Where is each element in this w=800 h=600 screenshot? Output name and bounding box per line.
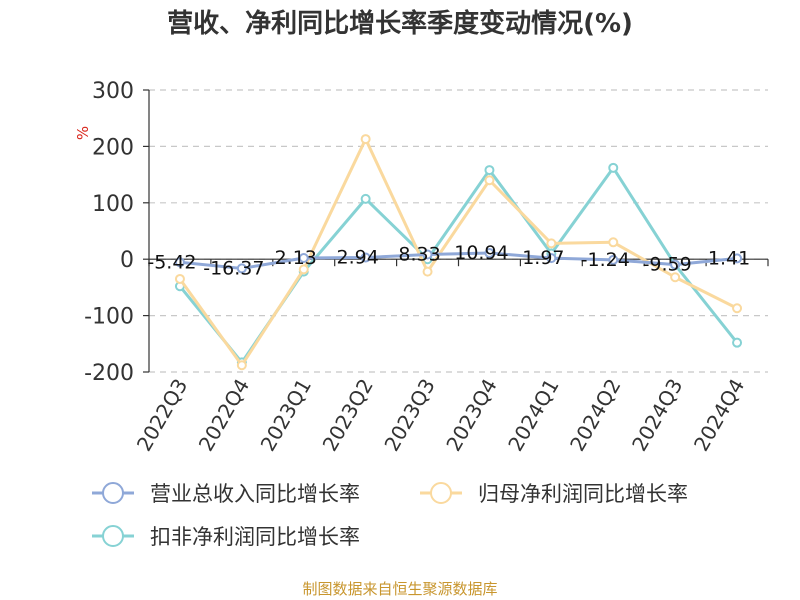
x-tick-label: 2022Q4 — [194, 375, 254, 456]
x-tick-label: 2024Q1 — [503, 375, 563, 456]
legend-marker — [102, 482, 124, 504]
y-tick-label: -200 — [84, 361, 134, 386]
series-lines — [174, 134, 743, 371]
x-tick-label: 2023Q4 — [441, 375, 501, 456]
data-label: 2.94 — [336, 247, 378, 269]
data-point — [298, 252, 309, 263]
data-point — [670, 259, 681, 270]
data-point — [608, 162, 619, 173]
legend-label: 扣非净利润同比增长率 — [150, 525, 360, 549]
data-point — [236, 360, 247, 371]
data-point — [546, 253, 557, 264]
data-point — [360, 193, 371, 204]
data-label: 1.97 — [522, 247, 564, 269]
y-tick-label: 300 — [92, 79, 134, 104]
gridlines — [149, 89, 768, 373]
x-tick-label: 2024Q3 — [627, 375, 687, 456]
data-point — [422, 266, 433, 277]
series-1 — [174, 134, 743, 371]
x-tick-label: 2023Q1 — [256, 375, 316, 456]
series-line — [178, 137, 738, 367]
data-point — [484, 175, 495, 186]
data-label: -9.59 — [643, 254, 692, 276]
data-labels: -5.42 -16.37 2.13 2.94 8.33 10.94 1.97 -1.24 -9.… — [147, 242, 750, 279]
x-tick-label: 2023Q3 — [379, 375, 439, 456]
data-point — [174, 273, 185, 284]
x-tick-label: 2024Q4 — [689, 375, 749, 456]
data-point — [732, 253, 743, 264]
x-tick-label: 2024Q2 — [565, 375, 625, 456]
data-label: 8.33 — [398, 244, 440, 266]
x-tick-label: 2023Q2 — [318, 375, 378, 456]
series-line — [179, 251, 738, 270]
data-label: 2.13 — [275, 247, 317, 269]
data-point — [360, 134, 371, 145]
data-point — [732, 303, 743, 314]
data-label: -5.42 — [147, 251, 196, 273]
data-point — [360, 252, 371, 263]
data-point — [484, 248, 495, 259]
data-point — [298, 264, 309, 275]
data-point — [236, 263, 247, 274]
data-label: -1.24 — [581, 249, 630, 271]
series-0 — [174, 248, 743, 274]
x-tick-label: 2022Q3 — [132, 375, 192, 456]
legend-item: 扣非净利润同比增长率 — [92, 525, 360, 549]
y-tick-label: 0 — [120, 248, 134, 273]
legend-item: 归母净利润同比增长率 — [420, 482, 688, 506]
data-point — [608, 237, 619, 248]
y-axis-unit-label: % — [74, 126, 92, 140]
data-point — [484, 165, 495, 176]
y-tick-label: 200 — [92, 135, 134, 160]
legend-marker — [430, 482, 452, 504]
data-point — [670, 272, 681, 283]
legend-item: 营业总收入同比增长率 — [92, 482, 360, 506]
data-point — [546, 238, 557, 249]
legend-label: 营业总收入同比增长率 — [150, 482, 360, 506]
source-note: 制图数据来自恒生聚源数据库 — [302, 580, 497, 598]
y-tick-label: -100 — [84, 305, 134, 330]
data-point — [422, 249, 433, 260]
data-point — [608, 254, 619, 265]
legend-marker — [102, 525, 124, 547]
data-point — [174, 257, 185, 268]
chart-title: 营收、净利同比增长率季度变动情况(%) — [167, 8, 633, 39]
y-tick-label: 100 — [92, 192, 134, 217]
data-label: 10.94 — [454, 242, 508, 264]
data-label: -16.37 — [203, 257, 264, 279]
legend-label: 归母净利润同比增长率 — [478, 482, 688, 506]
data-point — [732, 337, 743, 348]
data-label: 1.41 — [708, 247, 750, 269]
